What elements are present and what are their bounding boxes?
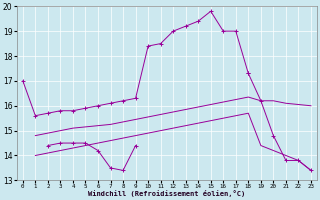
X-axis label: Windchill (Refroidissement éolien,°C): Windchill (Refroidissement éolien,°C) bbox=[88, 190, 245, 197]
